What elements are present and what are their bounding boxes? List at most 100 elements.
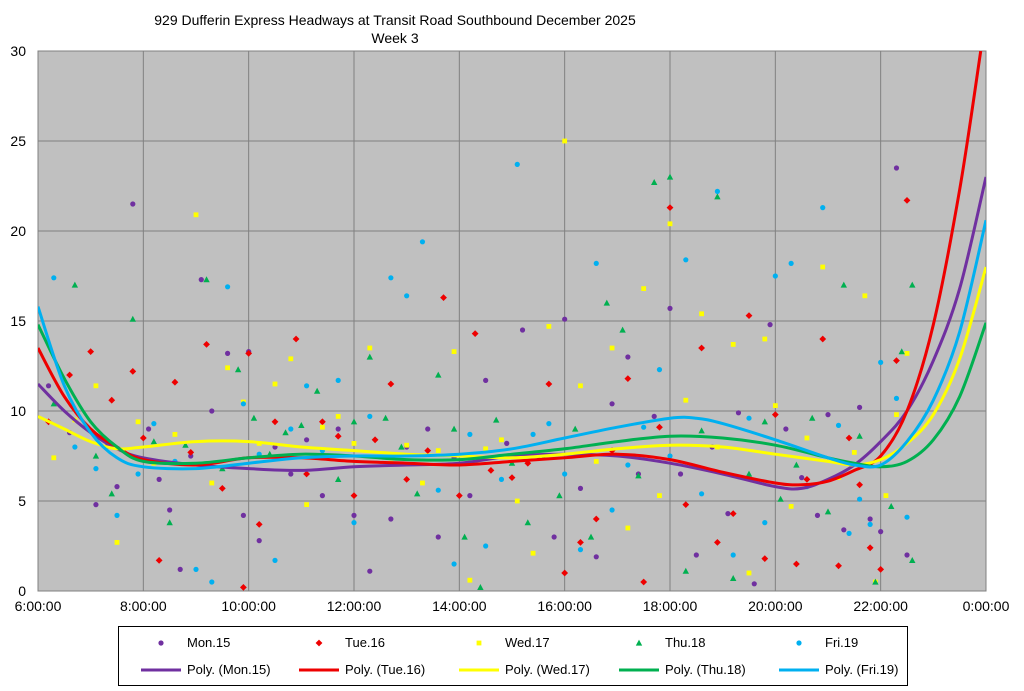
data-point — [435, 371, 442, 378]
legend-label: Poly. (Wed.17) — [505, 662, 590, 677]
legend-label: Poly. (Tue.16) — [345, 662, 426, 677]
data-point — [350, 492, 358, 499]
data-point — [819, 335, 827, 343]
data-point — [351, 520, 357, 526]
data-point — [904, 552, 910, 558]
x-tick-label: 16:00:00 — [537, 598, 592, 614]
data-point — [92, 452, 100, 459]
data-point — [862, 293, 868, 299]
data-point — [255, 521, 263, 528]
data-point — [504, 440, 510, 446]
data-point — [319, 493, 325, 499]
data-point — [334, 432, 342, 440]
data-point — [319, 418, 326, 426]
legend-label: Fri.19 — [825, 635, 859, 650]
y-tick-label: 10 — [10, 403, 26, 419]
data-point — [156, 476, 162, 482]
data-point — [771, 411, 779, 418]
legend-item: Fri.19 — [779, 635, 858, 650]
data-point — [730, 342, 736, 347]
data-point — [382, 414, 389, 421]
y-tick-label: 20 — [10, 223, 26, 239]
data-point — [825, 412, 831, 418]
data-point — [666, 204, 674, 211]
data-point — [682, 501, 690, 508]
data-point — [335, 476, 342, 482]
data-point — [904, 514, 910, 520]
trendline-poly-wed-17 — [38, 266, 986, 467]
data-point — [193, 566, 199, 573]
data-point — [388, 275, 394, 281]
data-point — [203, 341, 210, 348]
data-point — [313, 387, 321, 394]
data-point — [562, 316, 568, 322]
data-point — [234, 366, 242, 373]
data-point — [483, 543, 489, 549]
data-point — [498, 476, 505, 482]
legend-swatch — [476, 640, 482, 645]
data-point — [477, 584, 484, 590]
data-point — [225, 365, 230, 371]
data-point — [177, 566, 183, 573]
data-point — [788, 504, 794, 509]
data-point — [135, 419, 141, 425]
data-point — [577, 485, 584, 491]
data-point — [841, 527, 847, 533]
data-point — [625, 462, 631, 468]
data-point — [667, 453, 673, 459]
data-point — [187, 449, 195, 456]
data-point — [425, 426, 431, 432]
data-point — [725, 510, 731, 517]
data-point — [845, 434, 853, 442]
data-point — [904, 351, 910, 356]
data-point — [182, 441, 189, 448]
legend-swatch — [459, 668, 499, 671]
data-point — [288, 471, 294, 477]
data-point — [856, 481, 863, 489]
data-point — [114, 540, 120, 545]
data-point — [814, 512, 821, 519]
data-point — [461, 533, 468, 540]
legend-swatch — [158, 639, 164, 646]
data-point — [350, 418, 358, 425]
data-point — [640, 578, 648, 586]
data-point — [172, 432, 178, 437]
legend-label: Poly. (Thu.18) — [665, 662, 746, 677]
series-tue-16 — [45, 197, 911, 591]
data-point — [240, 584, 247, 591]
data-point — [450, 425, 458, 432]
data-point — [351, 512, 357, 519]
series-wed-17 — [51, 138, 910, 585]
legend-item: Poly. (Mon.15) — [141, 662, 271, 677]
data-point — [677, 471, 684, 477]
data-point — [693, 552, 699, 558]
data-point — [209, 408, 215, 414]
legend-item: Poly. (Fri.19) — [779, 662, 898, 677]
data-point — [714, 539, 721, 546]
data-point — [304, 383, 310, 389]
data-point — [272, 557, 278, 564]
plot-area: 6:00:00 8:00:00 10:00:00 12:00:00 14:00:00 16… — [10, 43, 1009, 614]
data-point — [50, 400, 57, 407]
x-tick-label: 10:00:00 — [221, 598, 276, 614]
x-tick-label: 14:00:00 — [432, 598, 487, 614]
data-point — [108, 490, 115, 497]
data-point — [218, 485, 226, 492]
legend-swatch — [619, 668, 659, 671]
legend-swatch — [141, 668, 181, 671]
data-point — [666, 173, 674, 180]
data-point — [761, 555, 769, 562]
data-point — [51, 275, 57, 281]
data-point — [135, 471, 141, 477]
trendline-poly-tue-16 — [38, 51, 983, 487]
data-point — [883, 493, 889, 498]
data-point — [856, 432, 863, 439]
data-point — [867, 521, 873, 528]
data-point — [641, 424, 647, 430]
x-tick-label: 6:00:00 — [15, 598, 62, 614]
legend-marker — [796, 639, 802, 646]
data-point — [193, 212, 199, 218]
legend-item: Mon.15 — [141, 635, 230, 650]
data-point — [245, 350, 253, 357]
data-point — [129, 368, 137, 375]
